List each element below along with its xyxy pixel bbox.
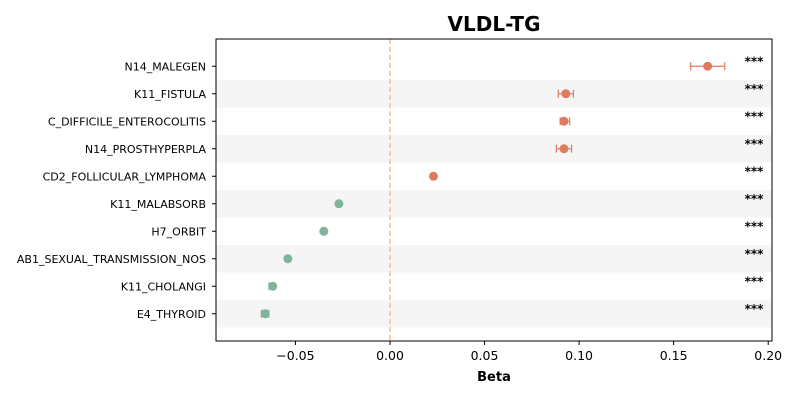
y-tick-label: K11_CHOLANGI — [121, 280, 206, 293]
x-tick-label: 0.15 — [660, 348, 688, 363]
data-point — [334, 199, 344, 209]
significance-label: *** — [745, 82, 765, 96]
y-tick-label: N14_MALEGEN — [124, 60, 206, 73]
plot-frame — [215, 38, 773, 342]
chart-title: VLDL-TG — [448, 12, 541, 36]
row-shade — [216, 135, 772, 163]
y-tick-label: H7_ORBIT — [151, 225, 206, 238]
data-points — [260, 61, 726, 319]
y-tick-label: C_DIFFICILE_ENTEROCOLITIS — [48, 115, 206, 128]
data-point — [703, 61, 713, 71]
row-shade — [216, 190, 772, 218]
data-point — [561, 89, 571, 99]
x-tick-label: 0.00 — [376, 348, 404, 363]
y-tick-label: K11_MALABSORB — [110, 198, 206, 211]
significance-label: *** — [745, 109, 765, 123]
y-tick-label: N14_PROSTHYPERPLA — [85, 143, 207, 156]
data-point — [559, 144, 569, 154]
data-point — [283, 254, 293, 264]
y-tick-label: E4_THYROID — [137, 308, 206, 321]
y-tick-label: CD2_FOLLICULAR_LYMPHOMA — [43, 170, 207, 183]
row-shade — [216, 300, 772, 328]
row-shade — [216, 80, 772, 108]
significance-label: *** — [745, 219, 765, 233]
y-tick-label: AB1_SEXUAL_TRANSMISSION_NOS — [17, 253, 206, 266]
x-axis-label: Beta — [477, 370, 511, 385]
data-point — [260, 309, 270, 319]
x-tick-label: 0.10 — [565, 348, 593, 363]
x-tick-label: 0.20 — [754, 348, 782, 363]
significance-label: *** — [745, 192, 765, 206]
row-shade — [216, 245, 772, 273]
data-point — [268, 281, 278, 291]
x-axis: −0.05 0.00 0.05 0.10 0.15 0.20 — [276, 341, 782, 363]
significance-label: *** — [745, 54, 765, 68]
data-point — [559, 116, 569, 126]
significance-label: *** — [745, 164, 765, 178]
row-shading — [216, 80, 772, 328]
significance-label: *** — [745, 302, 765, 316]
y-tick-label: K11_FISTULA — [134, 88, 206, 101]
significance-label: *** — [745, 274, 765, 288]
y-axis-labels: N14_MALEGEN K11_FISTULA C_DIFFICILE_ENTERO… — [17, 60, 216, 321]
significance-labels: *** *** *** *** *** *** *** *** *** *** — [745, 54, 765, 316]
x-tick-label: −0.05 — [276, 348, 314, 363]
significance-label: *** — [745, 137, 765, 151]
significance-label: *** — [745, 247, 765, 261]
data-point — [319, 226, 329, 236]
data-point — [428, 171, 438, 181]
x-tick-label: 0.05 — [471, 348, 499, 363]
